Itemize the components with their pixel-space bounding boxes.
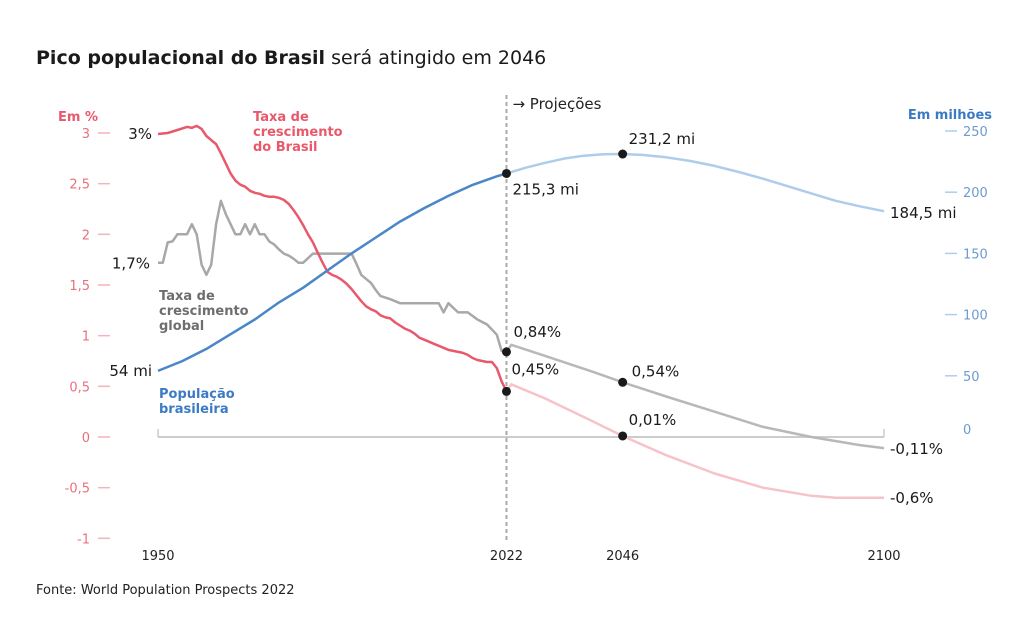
line-projection-taxa-de-crescimento-global — [505, 343, 885, 450]
data-label: 54 mi — [109, 362, 152, 380]
right-tick-label: 150 — [963, 247, 988, 262]
data-point-marker — [501, 347, 511, 357]
data-point-marker — [618, 431, 628, 441]
right-tick-label: 50 — [963, 370, 980, 385]
series-label-line: brasileira — [159, 402, 229, 417]
data-label: 215,3 mi — [512, 180, 579, 198]
data-point-marker — [618, 377, 628, 387]
data-label: 0,45% — [511, 360, 559, 378]
label-global-growth: Taxa de crescimento global — [159, 289, 249, 334]
left-axis-ticks: 3 2,5 2 1,5 1 0,5 0 -0,5 -1 — [65, 127, 110, 547]
x-tick-label: 1950 — [141, 549, 174, 564]
x-axis-ticks: 1950 2022 2046 2100 — [141, 549, 900, 564]
line-historical-taxa-de-crescimento-do-brasil — [157, 124, 508, 392]
series-label-line: Taxa de — [253, 110, 309, 125]
series-label-line: População — [159, 387, 235, 402]
left-tick-label: 3 — [82, 127, 90, 142]
data-label: 0,01% — [629, 411, 677, 429]
left-tick-label: 2,5 — [69, 178, 90, 193]
right-tick-label: 250 — [963, 125, 988, 140]
data-label: 184,5 mi — [890, 204, 957, 222]
data-point-marker — [501, 386, 511, 396]
label-population: População brasileira — [159, 387, 235, 417]
data-point-marker — [618, 149, 628, 159]
left-axis-label: Em % — [58, 110, 98, 125]
series-label-line: crescimento — [159, 304, 249, 319]
left-tick-label: -0,5 — [65, 482, 90, 497]
label-brasil-growth: Taxa de crescimento do Brasil — [253, 110, 343, 155]
source-note: Fonte: World Population Prospects 2022 — [36, 583, 295, 598]
x-tick-label: 2100 — [867, 549, 900, 564]
chart-title-regular: será atingido em 2046 — [325, 47, 546, 69]
line-projection-populacao-brasileira — [506, 152, 885, 213]
series-label-line: global — [159, 319, 204, 334]
left-tick-label: -1 — [77, 532, 90, 547]
line-projection-taxa-de-crescimento-do-brasil — [505, 383, 884, 500]
data-label: 0,84% — [513, 323, 561, 341]
right-tick-label: 200 — [963, 186, 988, 201]
right-tick-label: 0 — [963, 423, 971, 438]
left-tick-label: 1 — [82, 330, 90, 345]
chart-title: Pico populacional do Brasil será atingid… — [36, 47, 546, 69]
data-label: -0,6% — [890, 489, 934, 507]
right-tick-label: 100 — [963, 309, 988, 324]
series-label-line: Taxa de — [159, 289, 215, 304]
line-historical-populacao-brasileira — [157, 172, 507, 373]
data-label: 1,7% — [112, 255, 150, 273]
annotations: 3% 1,7% 54 mi 215,3 mi 231,2 mi 184,5 mi 0,84%… — [109, 125, 956, 507]
x-tick-label: 2022 — [490, 549, 523, 564]
markers — [501, 149, 628, 441]
data-point-marker — [501, 168, 511, 178]
line-historical-taxa-de-crescimento-global — [158, 199, 507, 354]
right-axis-label: Em milhões — [908, 108, 992, 123]
data-label: 3% — [128, 125, 152, 143]
projection-label: → Projeções — [512, 95, 601, 113]
left-tick-label: 0,5 — [69, 380, 90, 395]
data-label: -0,11% — [890, 440, 943, 458]
series-label-line: crescimento — [253, 125, 343, 140]
series-lines — [157, 124, 885, 500]
x-tick-label: 2046 — [606, 549, 639, 564]
left-tick-label: 0 — [82, 431, 90, 446]
right-axis-ticks: 250 200 150 100 50 0 — [945, 125, 988, 438]
chart-title-bold: Pico populacional do Brasil — [36, 47, 325, 69]
left-tick-label: 2 — [82, 228, 90, 243]
data-label: 231,2 mi — [629, 130, 696, 148]
series-label-line: do Brasil — [253, 140, 318, 155]
data-label: 0,54% — [632, 362, 680, 380]
left-tick-label: 1,5 — [69, 279, 90, 294]
